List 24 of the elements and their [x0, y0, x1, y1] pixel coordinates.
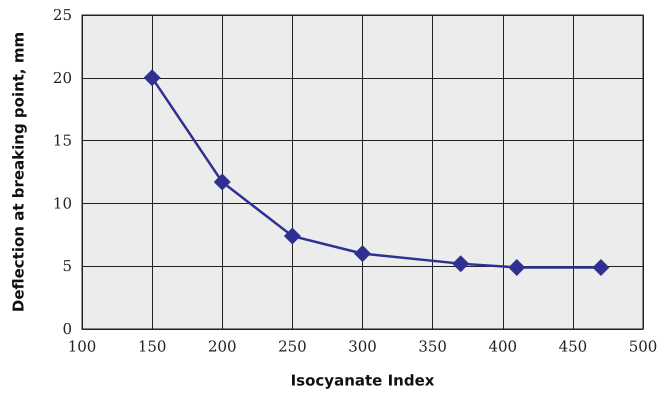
- point: [508, 258, 526, 276]
- x-tick-label: 500: [628, 338, 658, 356]
- x-tick-label: 250: [278, 338, 307, 356]
- point: [592, 258, 610, 276]
- y-tick-label: 5: [62, 257, 72, 276]
- x-tick-label: 100: [68, 338, 96, 356]
- y-tick-label: 0: [62, 320, 72, 338]
- x-tick-label: 400: [488, 338, 518, 356]
- x-tick-label: 300: [348, 338, 377, 356]
- y-tick-label: 15: [52, 132, 72, 150]
- x-tick-label: 350: [418, 338, 447, 356]
- point: [144, 69, 161, 86]
- y-tick-label: 25: [52, 6, 72, 24]
- y-tick-label: 10: [52, 194, 72, 212]
- y-tick-label: 20: [52, 68, 72, 87]
- point: [452, 255, 470, 272]
- x-tick-label: 450: [558, 338, 588, 356]
- y-axis-title: Deflection at breaking point, mm: [10, 32, 28, 312]
- x-axis-title: Isocyanate Index: [290, 372, 435, 390]
- point: [214, 174, 231, 191]
- point: [354, 245, 371, 262]
- x-tick-label: 200: [208, 338, 237, 356]
- point: [284, 228, 301, 245]
- x-tick-label: 150: [138, 338, 166, 356]
